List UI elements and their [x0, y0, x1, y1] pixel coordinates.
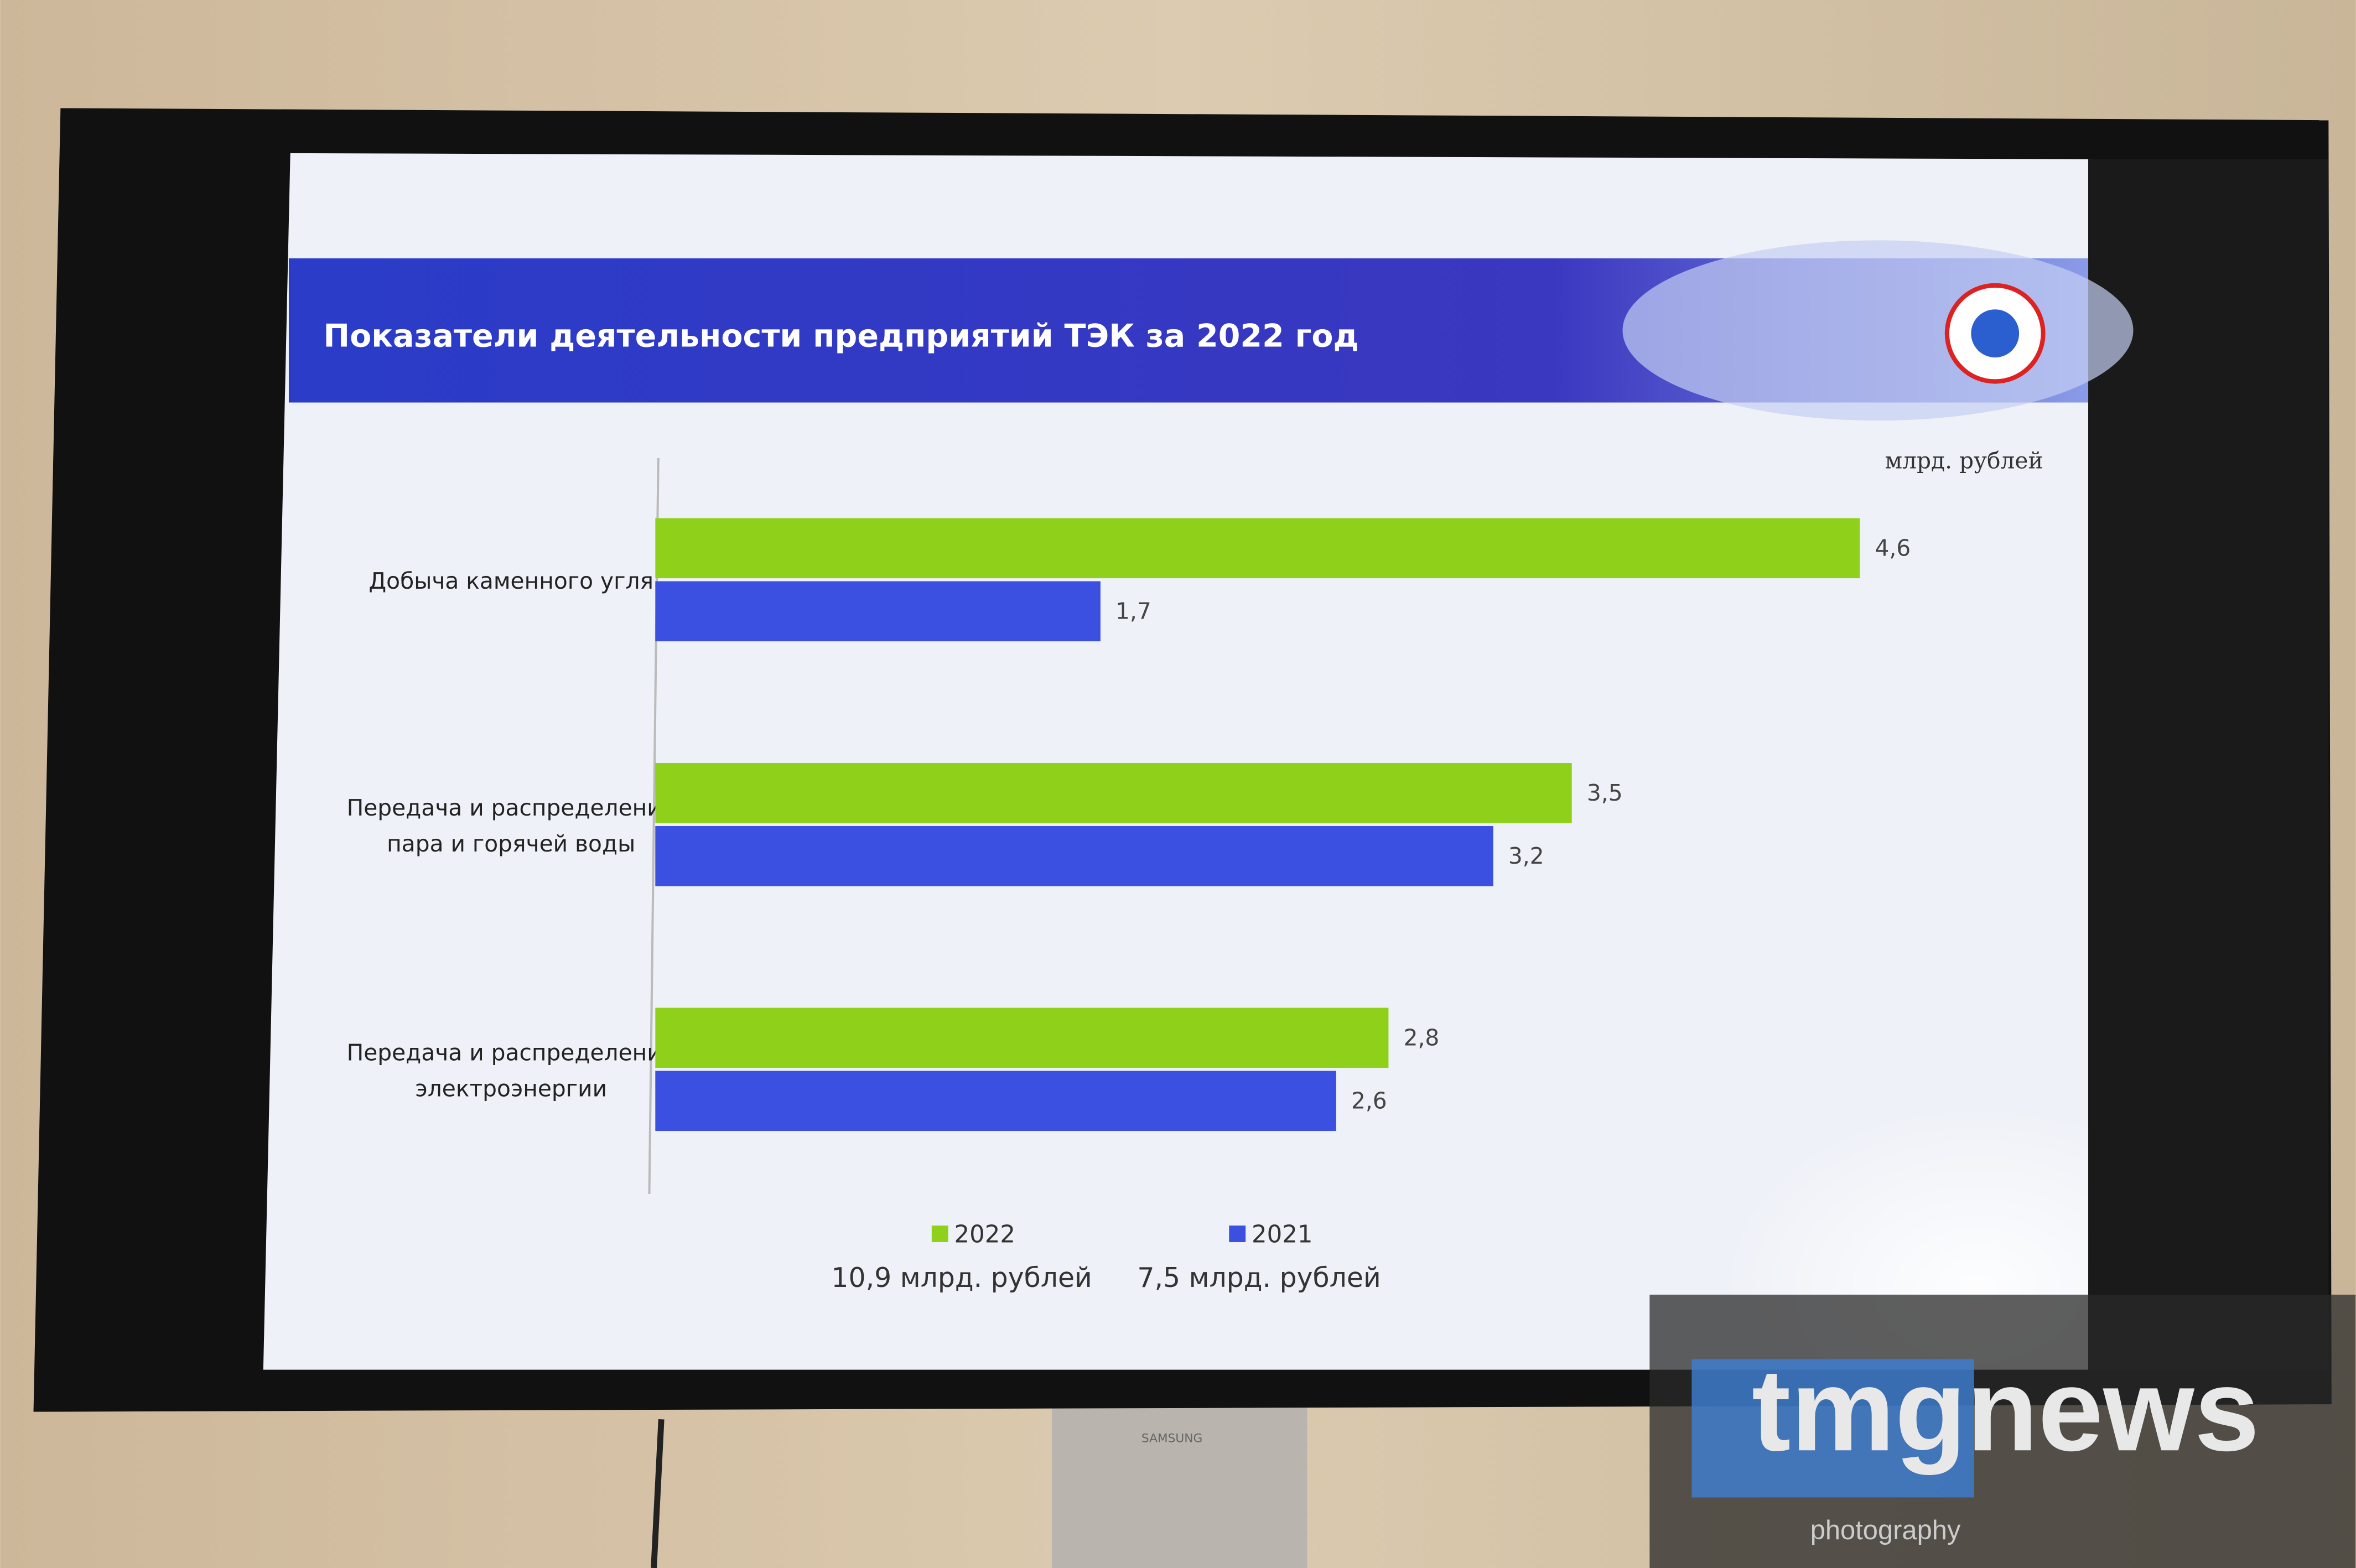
- bar: [655, 581, 1101, 642]
- category-label: Добыча каменного угля: [369, 568, 654, 595]
- legend-total: 10,9 млрд. рублей: [831, 1262, 1092, 1294]
- cable: [651, 1419, 665, 1568]
- header-arc: [1622, 240, 2134, 421]
- chart-title: Показатели деятельности предприятий ТЭК …: [323, 318, 1358, 354]
- watermark-brand: tmgnews: [1752, 1344, 2260, 1475]
- category-label: Передача и распределение пара и горячей …: [346, 795, 676, 858]
- watermark-subtitle: photography: [1810, 1515, 1961, 1545]
- category-text: Добыча каменного угля: [369, 568, 654, 595]
- plot: Добыча каменного угля 4,6 1,7 Передача и ра…: [346, 518, 1911, 1294]
- category-text: Передача и распределение электроэнергии: [346, 1039, 676, 1103]
- bar: [655, 762, 1572, 823]
- bar: [655, 826, 1493, 886]
- value-label: 2,8: [1404, 1024, 1440, 1051]
- value-label: 2,6: [1351, 1087, 1387, 1114]
- category-label: Передача и распределение электроэнергии: [346, 1039, 676, 1103]
- logo-inner: [1971, 309, 2020, 358]
- category-axis: [648, 458, 660, 1195]
- legend-swatch: [1229, 1226, 1246, 1242]
- legend-total: 7,5 млрд. рублей: [1137, 1262, 1381, 1294]
- value-label: 3,5: [1587, 780, 1623, 806]
- legend-label: 2021: [1252, 1221, 1313, 1249]
- screen-edge: [2088, 159, 2329, 1370]
- tv-brand: SAMSUNG: [1141, 1432, 1202, 1446]
- stand: [1051, 1396, 1307, 1568]
- bar: [655, 1071, 1336, 1131]
- glare: [1352, 841, 2089, 1367]
- bar: [655, 518, 1860, 579]
- legend-swatch: [931, 1226, 948, 1242]
- unit-label: млрд. рублей: [1885, 448, 2043, 474]
- bar: [655, 1008, 1389, 1068]
- watermark-accent: [1691, 1359, 1974, 1498]
- value-label: 3,2: [1508, 843, 1544, 869]
- value-label: 4,6: [1875, 535, 1911, 562]
- legend-label: 2022: [954, 1221, 1016, 1249]
- category-text: Передача и распределение пара и горячей …: [346, 795, 676, 858]
- value-label: 1,7: [1115, 598, 1151, 625]
